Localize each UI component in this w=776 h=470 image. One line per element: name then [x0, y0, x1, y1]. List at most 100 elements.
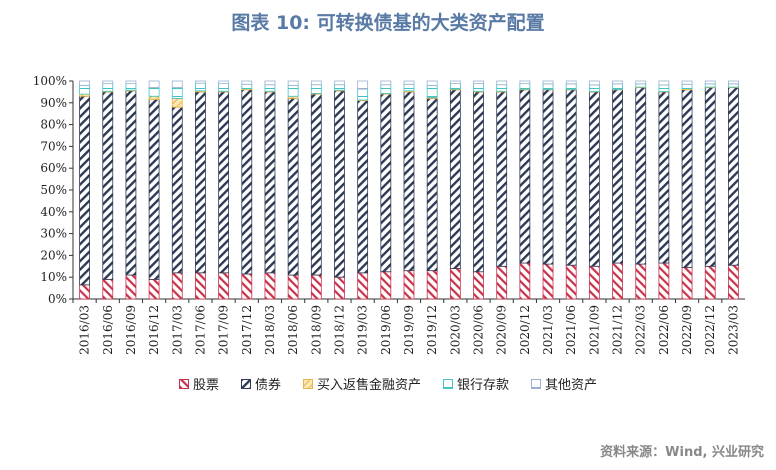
bar-segment-银行存款	[728, 83, 739, 88]
bar-segment-其他资产	[565, 80, 577, 85]
x-tick-label: 2016/09	[124, 305, 138, 355]
bar-segment-银行存款	[542, 83, 554, 90]
x-tick-label: 2022/06	[657, 305, 671, 355]
bar-segment-银行存款	[125, 83, 137, 91]
bar-segment-债券	[681, 89, 693, 268]
bar-segment-债券	[473, 91, 484, 273]
x-tick-label: 2021/12	[611, 305, 625, 355]
x-tick-label: 2019/12	[425, 305, 439, 355]
y-tick-label: 10%	[40, 270, 67, 284]
bar-segment-银行存款	[79, 84, 90, 95]
legend-label: 银行存款	[457, 378, 510, 393]
bar-segment-债券	[658, 91, 670, 264]
x-tick-label: 2018/06	[286, 305, 300, 355]
bar-segment-银行存款	[473, 83, 484, 92]
x-tick-label: 2020/03	[448, 305, 462, 355]
bar-segment-其他资产	[681, 80, 693, 85]
bar-segment-股票	[148, 278, 160, 300]
bar-segment-债券	[426, 98, 438, 272]
y-tick-label: 30%	[40, 227, 67, 241]
bar-segment-银行存款	[264, 84, 276, 92]
bar-segment-其他资产	[612, 80, 623, 85]
bar-segment-股票	[264, 272, 276, 300]
bar-segment-股票	[565, 264, 577, 300]
y-tick-label: 20%	[40, 248, 67, 262]
bar-segment-债券	[496, 91, 508, 267]
x-tick-label: 2020/09	[495, 305, 509, 355]
x-tick-label: 2018/09	[309, 305, 323, 355]
x-tick-label: 2018/03	[263, 305, 277, 355]
bar-segment-股票	[403, 270, 415, 300]
bar-segment-债券	[704, 87, 716, 267]
bar-segment-其他资产	[704, 80, 716, 85]
bar-segment-债券	[310, 93, 322, 276]
bar-segment-银行存款	[334, 84, 345, 91]
bar-segment-债券	[264, 91, 276, 274]
bar-segment-股票	[519, 262, 531, 300]
bar-segment-银行存款	[449, 83, 461, 90]
bar-segment-股票	[704, 265, 716, 300]
y-tick-label: 60%	[40, 161, 67, 175]
bar-segment-其他资产	[449, 80, 461, 85]
bar-segment-债券	[148, 99, 160, 280]
bar-segment-债券	[449, 89, 461, 269]
x-tick-label: 2020/12	[518, 305, 532, 355]
x-tick-label: 2018/12	[332, 305, 346, 355]
bar-segment-其他资产	[148, 80, 160, 88]
x-tick-label: 2022/12	[703, 305, 717, 355]
legend-label: 股票	[192, 378, 219, 393]
bar-segment-股票	[287, 274, 299, 300]
legend-label: 买入返售金融资产	[316, 378, 421, 393]
bar-segment-银行存款	[519, 83, 531, 90]
y-tick-label: 90%	[40, 96, 67, 110]
bar-segment-银行存款	[148, 87, 160, 97]
bar-segment-其他资产	[426, 80, 438, 86]
y-tick-label: 80%	[40, 118, 67, 132]
bar-segment-买入返售金融资产	[171, 98, 183, 108]
bar-segment-股票	[357, 272, 369, 300]
bar-segment-股票	[612, 262, 623, 300]
bar-segment-债券	[612, 89, 623, 264]
bar-segment-股票	[496, 265, 508, 300]
bar-segment-股票	[241, 273, 253, 300]
y-tick-label: 100%	[33, 74, 67, 88]
x-tick-label: 2016/06	[101, 305, 115, 355]
x-tick-label: 2017/03	[170, 305, 184, 355]
bar-segment-买入返售金融资产	[148, 95, 160, 100]
bar-segment-其他资产	[403, 80, 415, 85]
bar-segment-银行存款	[310, 84, 322, 94]
bar-segment-其他资产	[218, 80, 230, 85]
bar-segment-债券	[125, 90, 137, 276]
bar-segment-股票	[380, 271, 392, 300]
bar-segment-股票	[171, 272, 183, 300]
bar-segment-其他资产	[241, 80, 253, 85]
bar-segment-银行存款	[218, 83, 230, 92]
bar-segment-股票	[102, 278, 114, 300]
legend-item: 银行存款	[443, 374, 509, 393]
legend-swatch	[443, 378, 453, 389]
bar-segment-债券	[357, 100, 369, 274]
x-tick-label: 2021/06	[564, 305, 578, 355]
bar-segment-债券	[334, 90, 345, 278]
bar-segment-其他资产	[357, 80, 369, 90]
bar-segment-其他资产	[79, 80, 90, 86]
source-note: 资料来源：Wind, 兴业研究	[600, 445, 764, 460]
bar-segment-债券	[635, 87, 647, 265]
bar-segment-股票	[195, 272, 206, 300]
bar-segment-其他资产	[380, 80, 392, 86]
bar-segment-银行存款	[426, 84, 438, 98]
y-tick-label: 40%	[40, 205, 67, 219]
x-tick-label: 2017/09	[217, 305, 231, 355]
x-tick-label: 2021/03	[541, 305, 555, 355]
bar-segment-银行存款	[565, 83, 577, 90]
legend-swatch	[531, 378, 542, 389]
bar-segment-银行存款	[635, 83, 647, 88]
legend-item: 债券	[240, 374, 281, 393]
legend-label: 债券	[254, 378, 281, 393]
legend: 股票 债券 买入返售金融资产 银行存款 其他资产	[0, 374, 776, 393]
bar-segment-股票	[125, 274, 137, 300]
bar-segment-银行存款	[287, 84, 299, 97]
bar-segment-债券	[403, 91, 415, 272]
bar-segment-其他资产	[287, 80, 299, 86]
